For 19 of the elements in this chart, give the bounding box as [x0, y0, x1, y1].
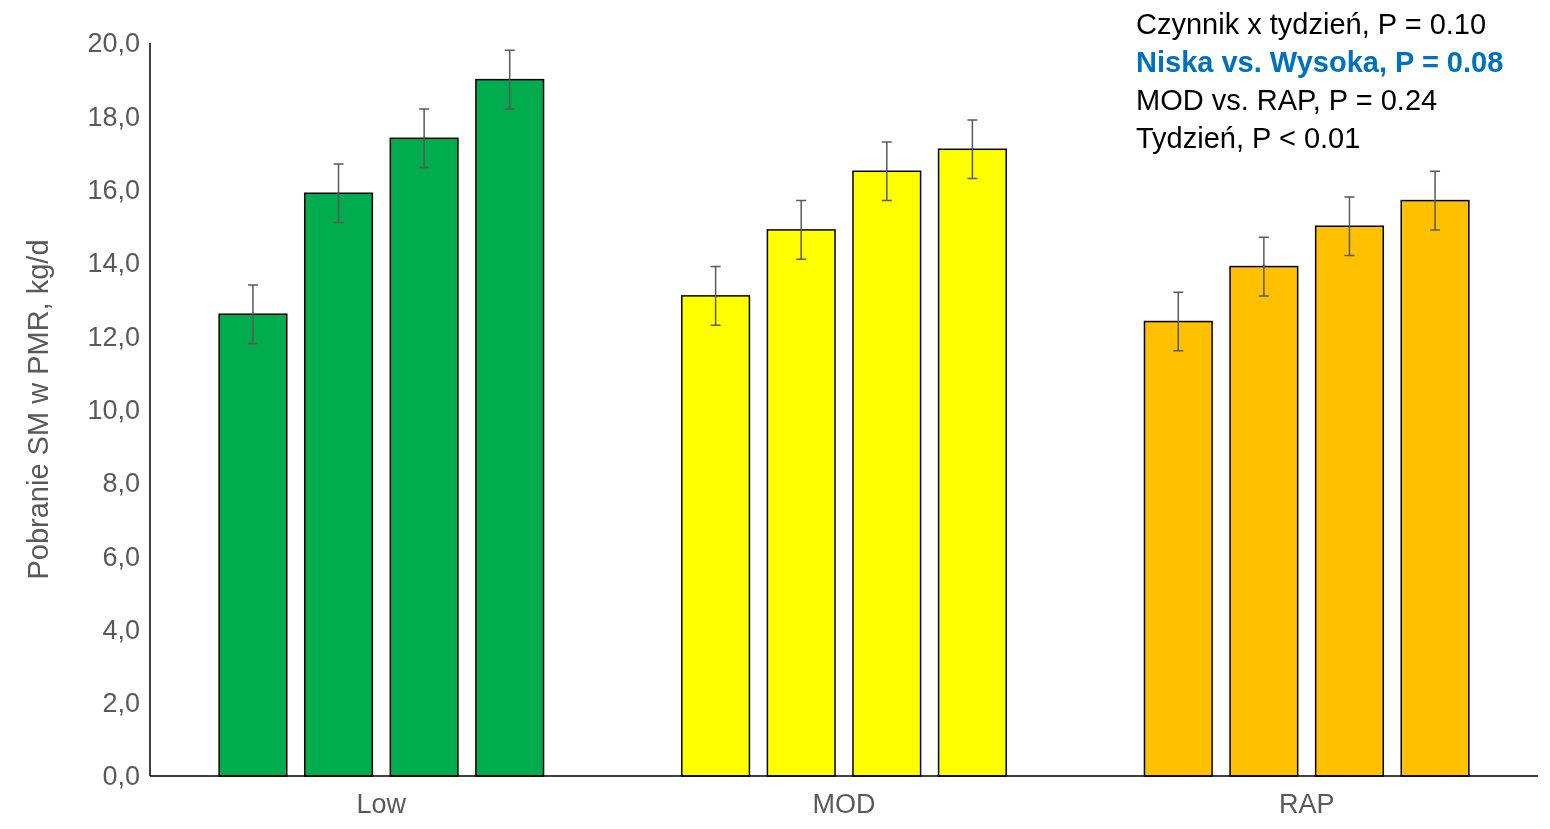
y-tick-label: 20,0: [87, 28, 140, 59]
y-tick-label: 6,0: [102, 541, 140, 572]
x-tick-label: RAP: [1278, 789, 1335, 819]
text: Czynnik x tydzień, P = 0.10: [1136, 8, 1487, 40]
x-tick-label: MOD: [812, 789, 876, 819]
y-tick-label: 10,0: [87, 394, 140, 425]
annotation: MOD vs. RAP, P = 0.24: [1136, 84, 1438, 116]
y-tick-label: 2,0: [102, 688, 140, 719]
y-axis-title: Pobranie SM w PMR, kg/d: [22, 239, 54, 580]
y-tick-label: 18,0: [87, 101, 140, 132]
annotation: Niska vs. Wysoka, P = 0.08: [1136, 46, 1504, 78]
y-tick-label: 0,0: [102, 761, 140, 792]
x-tick-label: Low: [356, 789, 407, 819]
y-tick-label: 4,0: [102, 614, 140, 645]
y-tick-label: 14,0: [87, 248, 140, 279]
y-tick-label: 16,0: [87, 175, 140, 206]
annotation: Tydzień, P < 0.01: [1136, 122, 1361, 154]
y-tick-label: 8,0: [102, 468, 140, 499]
y-tick-label: 12,0: [87, 321, 140, 352]
